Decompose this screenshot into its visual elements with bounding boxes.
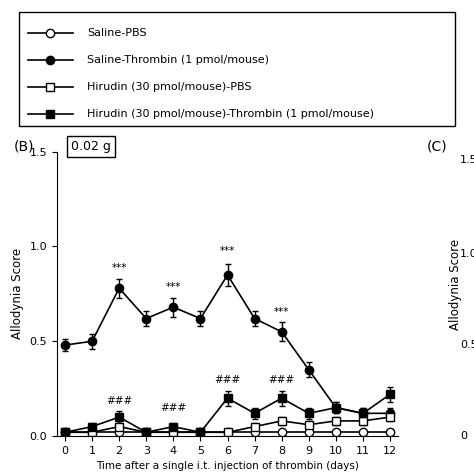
Text: ***: *** [220,246,235,256]
Text: (C): (C) [427,140,447,154]
Text: ***: *** [274,307,290,317]
Y-axis label: Allodynia Score: Allodynia Score [11,248,24,339]
Text: Hirudin (30 pmol/mouse)-PBS: Hirudin (30 pmol/mouse)-PBS [87,82,251,91]
Text: ###: ### [214,375,241,385]
Text: 1.5: 1.5 [460,155,474,165]
Text: Saline-Thrombin (1 pmol/mouse): Saline-Thrombin (1 pmol/mouse) [87,55,269,65]
Text: ***: *** [165,282,181,292]
Text: (B): (B) [14,140,35,154]
Text: ***: *** [111,263,127,273]
Text: ###: ### [269,375,295,385]
Text: Saline-PBS: Saline-PBS [87,28,146,38]
Text: Allodynia Score: Allodynia Score [448,239,462,330]
X-axis label: Time after a single i.t. injection of thrombin (days): Time after a single i.t. injection of th… [96,461,359,471]
Text: 0.02 g: 0.02 g [71,140,111,153]
Text: ###: ### [106,396,132,406]
Text: 0: 0 [460,431,467,441]
Text: 0.5: 0.5 [460,340,474,350]
Text: 1.0: 1.0 [460,249,474,259]
Text: Hirudin (30 pmol/mouse)-Thrombin (1 pmol/mouse): Hirudin (30 pmol/mouse)-Thrombin (1 pmol… [87,109,374,119]
Text: ###: ### [160,403,186,413]
